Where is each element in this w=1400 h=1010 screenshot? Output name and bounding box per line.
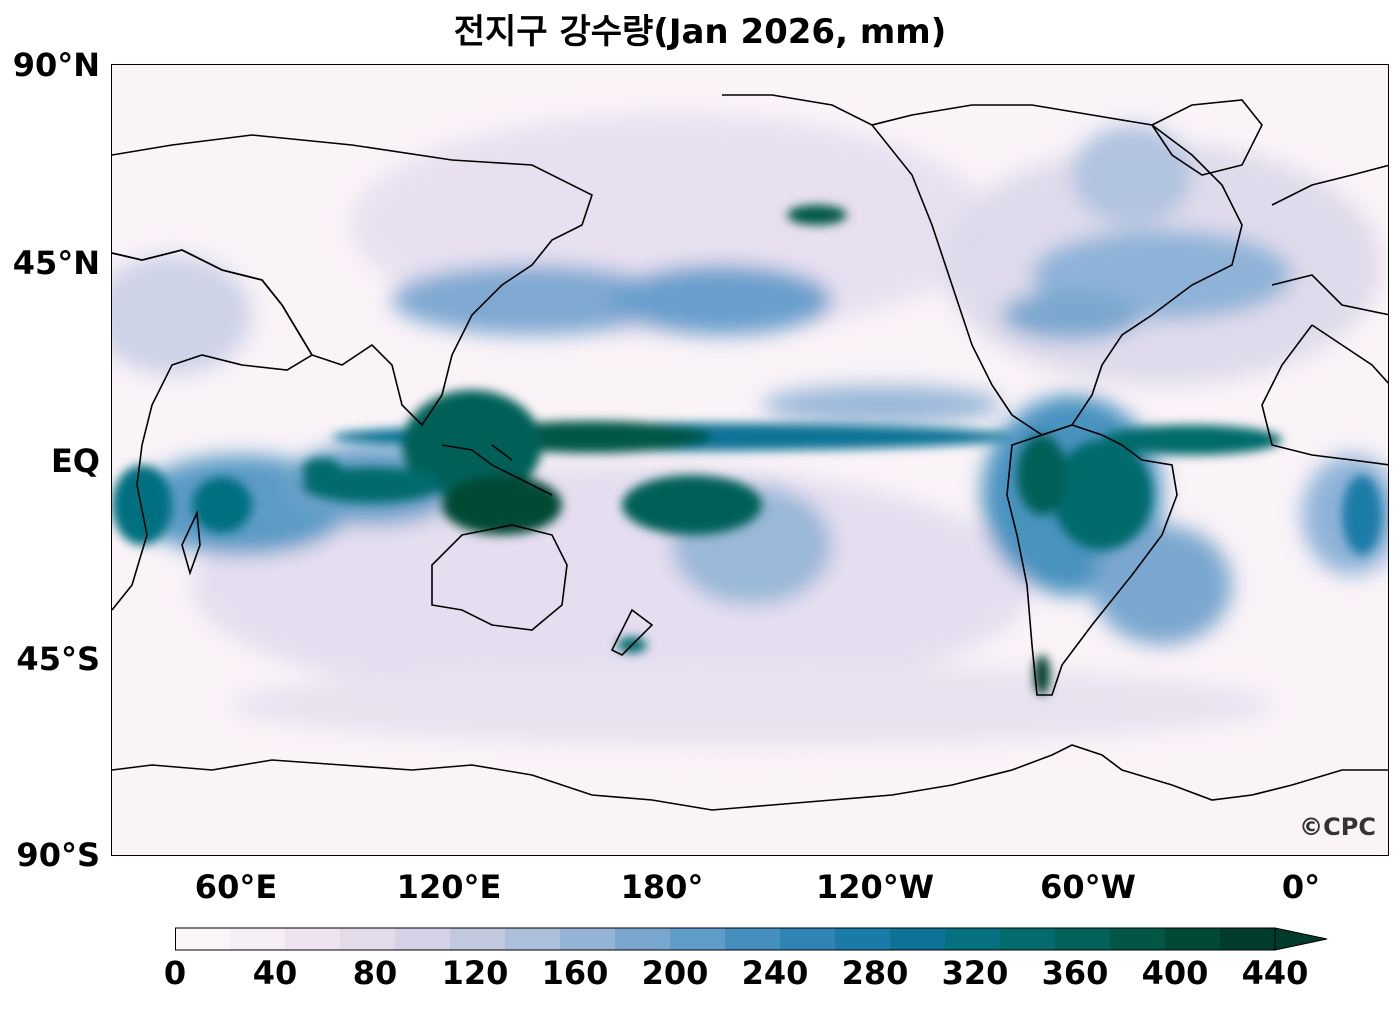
colorbar-segment xyxy=(670,928,726,950)
map-canvas xyxy=(112,65,1388,855)
colorbar-segment xyxy=(1220,928,1276,950)
maritime-continent-coast xyxy=(441,444,553,496)
lat-label-eq: EQ xyxy=(50,442,100,480)
lon-label-120w: 120°W xyxy=(815,868,935,906)
colorbar-tick-label: 200 xyxy=(641,954,709,992)
map-title: 전지구 강수량(Jan 2026, mm) xyxy=(453,12,947,52)
lat-label-45n: 45°N xyxy=(12,244,100,282)
colorbar-segment xyxy=(1165,928,1221,950)
colorbar-tick-label: 80 xyxy=(352,954,398,992)
colorbar-tick-label: 40 xyxy=(252,954,298,992)
coastlines xyxy=(112,94,1388,811)
colorbar-segment xyxy=(1055,928,1111,950)
precipitation-map: ©CPC xyxy=(111,64,1389,856)
north-america-coast xyxy=(722,94,1243,436)
australia-coast xyxy=(431,524,568,631)
colorbar-segment xyxy=(505,928,561,950)
lon-label-120e: 120°E xyxy=(396,868,502,906)
lon-label-0: 0° xyxy=(1281,868,1321,906)
new-zealand-coast xyxy=(610,608,654,656)
lat-label-90s: 90°S xyxy=(16,836,100,874)
lat-label-45s: 45°S xyxy=(16,640,100,678)
colorbar-tick-label: 400 xyxy=(1141,954,1209,992)
colorbar-segment xyxy=(890,928,946,950)
colorbar-tick-label: 240 xyxy=(741,954,809,992)
colorbar-segment xyxy=(395,928,451,950)
eurasia-coast xyxy=(112,134,593,427)
greenland-coast xyxy=(1150,99,1263,176)
colorbar-segment xyxy=(1110,928,1166,950)
colorbar-bar xyxy=(175,927,1328,951)
colorbar-segment xyxy=(340,928,396,950)
colorbar-segment xyxy=(725,928,781,950)
colorbar-extend-arrow xyxy=(1274,927,1328,951)
colorbar-tick-label: 360 xyxy=(1041,954,1109,992)
antarctica-coast xyxy=(112,744,1388,811)
europe-coast xyxy=(1271,164,1388,316)
colorbar-segment xyxy=(450,928,506,950)
colorbar-tick-label: 160 xyxy=(541,954,609,992)
colorbar-segment xyxy=(835,928,891,950)
colorbar-segment xyxy=(615,928,671,950)
colorbar-segment xyxy=(560,928,616,950)
colorbar-tick-label: 320 xyxy=(941,954,1009,992)
lon-label-60w: 60°W xyxy=(1040,868,1136,906)
cpc-watermark: ©CPC xyxy=(1299,813,1376,841)
lon-label-180: 180° xyxy=(620,868,704,906)
colorbar-segment xyxy=(175,928,231,950)
colorbar-tick-label: 440 xyxy=(1241,954,1309,992)
colorbar-segment xyxy=(945,928,1001,950)
colorbar-tick-label: 280 xyxy=(841,954,909,992)
lon-label-60e: 60°E xyxy=(194,868,278,906)
madagascar-coast xyxy=(181,510,201,576)
colorbar-segment xyxy=(780,928,836,950)
colorbar-outline xyxy=(175,927,1276,951)
colorbar-segment xyxy=(1000,928,1056,950)
west-africa-coast xyxy=(1261,324,1388,466)
colorbar-tick-label: 120 xyxy=(441,954,509,992)
colorbar-segment xyxy=(230,928,286,950)
south-america-coast xyxy=(1006,424,1178,696)
lat-label-90n: 90°N xyxy=(12,46,100,84)
colorbar xyxy=(175,926,1335,956)
colorbar-segment xyxy=(285,928,341,950)
colorbar-tick-label: 0 xyxy=(163,954,187,992)
